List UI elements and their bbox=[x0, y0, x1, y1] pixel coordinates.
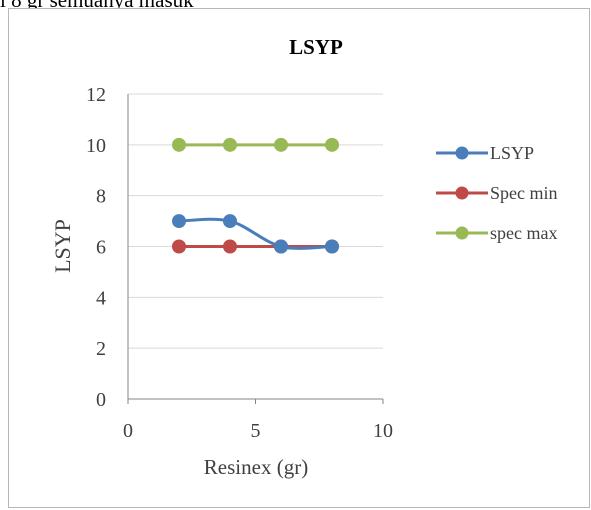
y-tick-label: 8 bbox=[96, 186, 106, 208]
y-tick-label: 4 bbox=[96, 287, 106, 309]
axes bbox=[127, 94, 384, 404]
chart-area bbox=[8, 8, 590, 508]
legend-label-lsyp: LSYP bbox=[490, 143, 534, 163]
data-point-spec-min bbox=[172, 239, 186, 254]
gridlines bbox=[128, 93, 383, 349]
series-markers bbox=[172, 137, 339, 254]
x-tick-label: 10 bbox=[373, 420, 393, 442]
legend-marker-spec-max bbox=[455, 226, 469, 240]
data-point-spec-max bbox=[274, 137, 288, 152]
series-lines bbox=[177, 143, 334, 250]
data-point-lsyp bbox=[325, 239, 339, 254]
legend: LSYP Spec min spec max bbox=[436, 143, 558, 243]
series-line-lsyp bbox=[177, 217, 334, 250]
data-point-lsyp bbox=[172, 214, 186, 229]
data-point-lsyp bbox=[223, 214, 237, 229]
y-axis-label: LSYP bbox=[50, 219, 75, 273]
y-tick-label: 0 bbox=[96, 389, 106, 411]
x-tick-label: 0 bbox=[123, 420, 133, 442]
y-tick-label: 6 bbox=[96, 237, 106, 259]
data-point-spec-max bbox=[223, 137, 237, 152]
legend-label-spec-min: Spec min bbox=[490, 183, 558, 203]
x-axis-label: Resinex (gr) bbox=[204, 455, 308, 479]
data-point-spec-max bbox=[172, 137, 186, 152]
y-tick-label: 10 bbox=[86, 135, 106, 157]
data-point-lsyp bbox=[274, 239, 288, 254]
data-point-spec-min bbox=[223, 239, 237, 254]
data-point-spec-max bbox=[325, 137, 339, 152]
chart-title: LSYP bbox=[289, 35, 343, 59]
x-tick-label: 5 bbox=[251, 420, 261, 442]
x-tick-labels: 0 5 10 bbox=[123, 420, 393, 442]
legend-label-spec-max: spec max bbox=[490, 223, 557, 243]
y-tick-label: 12 bbox=[86, 84, 106, 106]
legend-marker-spec-min bbox=[455, 186, 469, 200]
y-tick-label: 2 bbox=[96, 338, 106, 360]
y-tick-labels: 0 2 4 6 8 10 12 bbox=[86, 84, 106, 411]
legend-marker-lsyp bbox=[455, 146, 469, 160]
